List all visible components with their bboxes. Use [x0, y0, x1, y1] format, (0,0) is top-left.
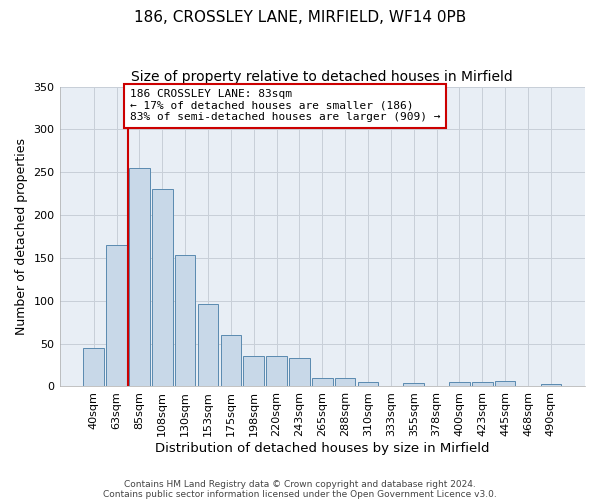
Bar — [266, 356, 287, 386]
Bar — [83, 348, 104, 387]
X-axis label: Distribution of detached houses by size in Mirfield: Distribution of detached houses by size … — [155, 442, 490, 455]
Bar — [175, 256, 196, 386]
Bar — [244, 356, 264, 386]
Bar — [152, 190, 173, 386]
Bar — [472, 382, 493, 386]
Text: Contains HM Land Registry data © Crown copyright and database right 2024.: Contains HM Land Registry data © Crown c… — [124, 480, 476, 489]
Bar — [495, 382, 515, 386]
Bar — [221, 335, 241, 386]
Bar — [312, 378, 332, 386]
Bar — [106, 245, 127, 386]
Bar — [129, 168, 150, 386]
Y-axis label: Number of detached properties: Number of detached properties — [15, 138, 28, 335]
Bar — [449, 382, 470, 386]
Bar — [289, 358, 310, 386]
Bar — [198, 304, 218, 386]
Bar — [403, 383, 424, 386]
Bar — [541, 384, 561, 386]
Title: Size of property relative to detached houses in Mirfield: Size of property relative to detached ho… — [131, 70, 513, 84]
Bar — [335, 378, 355, 386]
Text: 186 CROSSLEY LANE: 83sqm
← 17% of detached houses are smaller (186)
83% of semi-: 186 CROSSLEY LANE: 83sqm ← 17% of detach… — [130, 89, 440, 122]
Bar — [358, 382, 378, 386]
Text: 186, CROSSLEY LANE, MIRFIELD, WF14 0PB: 186, CROSSLEY LANE, MIRFIELD, WF14 0PB — [134, 10, 466, 25]
Text: Contains public sector information licensed under the Open Government Licence v3: Contains public sector information licen… — [103, 490, 497, 499]
